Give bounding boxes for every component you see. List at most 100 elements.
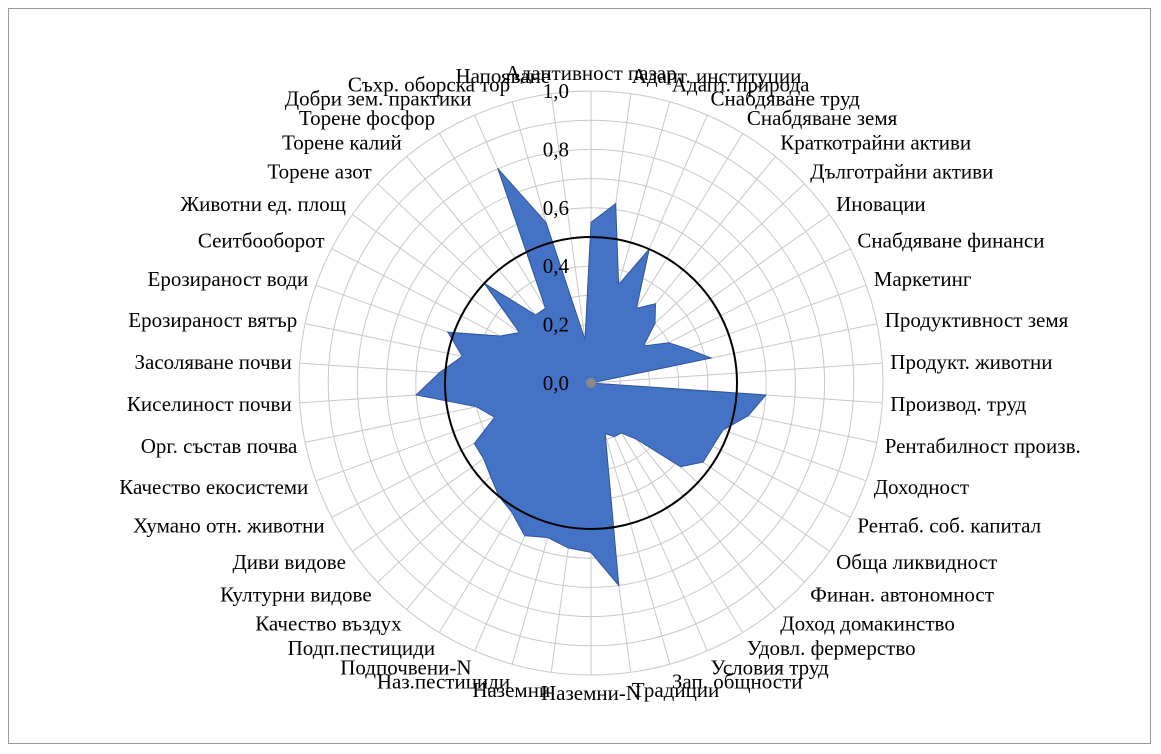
data-point (482, 458, 485, 460)
data-point (617, 283, 620, 286)
category-label: Производ. труд (890, 392, 1026, 416)
data-point (654, 302, 657, 305)
category-label: Снабдяване земя (747, 106, 898, 130)
category-label: Засоляване почви (134, 350, 291, 374)
data-point (567, 547, 570, 549)
category-label: Торене фосфор (299, 106, 435, 130)
data-point (475, 406, 478, 408)
data-point (544, 307, 547, 310)
category-label: Подп.пестициди (288, 636, 435, 660)
data-point (546, 536, 549, 539)
data-point (620, 432, 623, 434)
data-point (489, 475, 492, 478)
category-label: Сеитбооборот (198, 228, 325, 252)
category-label: Качество въздух (255, 612, 402, 636)
data-point (584, 338, 586, 341)
category-label: Киселиност почви (127, 392, 292, 416)
category-label: Напояване (455, 64, 550, 88)
category-label: Наземни-N (541, 681, 641, 705)
category-label: Рентаб. соб. капитал (857, 514, 1041, 538)
data-point (590, 551, 592, 554)
category-label: Иновации (836, 192, 926, 216)
category-label: Маркетинг (874, 267, 972, 291)
data-point (635, 307, 638, 310)
category-label: Диви видове (232, 550, 345, 574)
category-label: Зап. общности (672, 670, 803, 694)
data-point (518, 331, 521, 334)
data-point (679, 465, 682, 468)
category-label: Орг. състав почва (141, 434, 298, 458)
category-label: Подпочвени-N (340, 655, 471, 679)
data-point (497, 167, 499, 170)
category-label: Продуктивност земя (885, 308, 1069, 332)
category-label: Адаптивност пазар (505, 61, 676, 85)
data-point (534, 314, 537, 316)
data-point (613, 435, 616, 438)
data-point (604, 432, 606, 435)
center-marker (586, 378, 596, 388)
radar-series (415, 167, 767, 588)
data-point (618, 584, 620, 587)
category-label: Краткотрайни активи (780, 131, 971, 155)
data-point (642, 345, 645, 347)
data-point (654, 322, 656, 325)
category-label: Културни видове (220, 583, 372, 607)
series-0-area (415, 168, 767, 588)
r-tick-label: 0,4 (543, 254, 570, 278)
data-point (765, 394, 767, 396)
category-label: Доход домакинство (780, 612, 955, 636)
category-label: Ерозираност вятър (128, 308, 297, 332)
category-label: Наземни (472, 678, 550, 702)
data-point (493, 416, 496, 419)
category-label: Продукт. животни (890, 350, 1052, 374)
data-point (668, 341, 670, 344)
data-point (511, 511, 513, 514)
data-point (614, 202, 617, 205)
data-point (702, 461, 704, 463)
category-label: Снабдяване труд (711, 87, 861, 111)
category-label: Хумано отн. животни (133, 514, 325, 538)
data-point (461, 355, 464, 358)
category-label: Традиции (632, 678, 720, 702)
data-point (747, 414, 749, 417)
r-tick-label: 0,8 (543, 137, 569, 161)
r-tick-label: 1,0 (543, 79, 569, 103)
category-label: Рентабилност произв. (885, 434, 1081, 458)
data-point (499, 335, 502, 337)
category-label: Качество екосистеми (119, 475, 308, 499)
category-label: Торене азот (267, 159, 371, 183)
category-label: Животни ед. площ (180, 192, 346, 216)
category-label: Добри зем. практики (285, 87, 472, 111)
r-tick-label: 0,6 (543, 196, 569, 220)
data-point (473, 442, 476, 445)
category-label: Условия труд (711, 655, 830, 679)
data-point (636, 438, 638, 441)
reference-circle-layer (444, 236, 738, 530)
r-tick-label: 0,0 (543, 371, 569, 395)
data-point (523, 534, 526, 537)
data-point (710, 357, 712, 359)
category-label: Финан. автономност (810, 583, 994, 607)
data-point (415, 394, 418, 396)
category-label: Обща ликвидност (836, 550, 997, 574)
data-point (438, 371, 441, 374)
data-point (686, 348, 689, 350)
category-label: Наз.пестициди (377, 670, 510, 694)
category-label: Доходност (874, 475, 969, 499)
category-label: Адапт. природа (672, 73, 810, 97)
r-tick-label: 0,2 (543, 313, 569, 337)
data-point (447, 331, 449, 334)
category-label: Дълготрайни активи (810, 159, 993, 183)
category-label: Съхр. оборска тор (348, 73, 510, 97)
reference-circle (444, 236, 738, 530)
data-point (712, 445, 714, 447)
data-point (722, 429, 724, 431)
data-point (590, 221, 592, 224)
category-label: Адапт. институции (632, 64, 802, 88)
data-point (545, 221, 547, 224)
category-label: Торене калий (282, 131, 402, 155)
category-label: Удовл. фермерство (747, 636, 916, 660)
radial-tick-labels: 0,0 0,2 0,4 0,6 0,8 1,0 (543, 79, 570, 395)
